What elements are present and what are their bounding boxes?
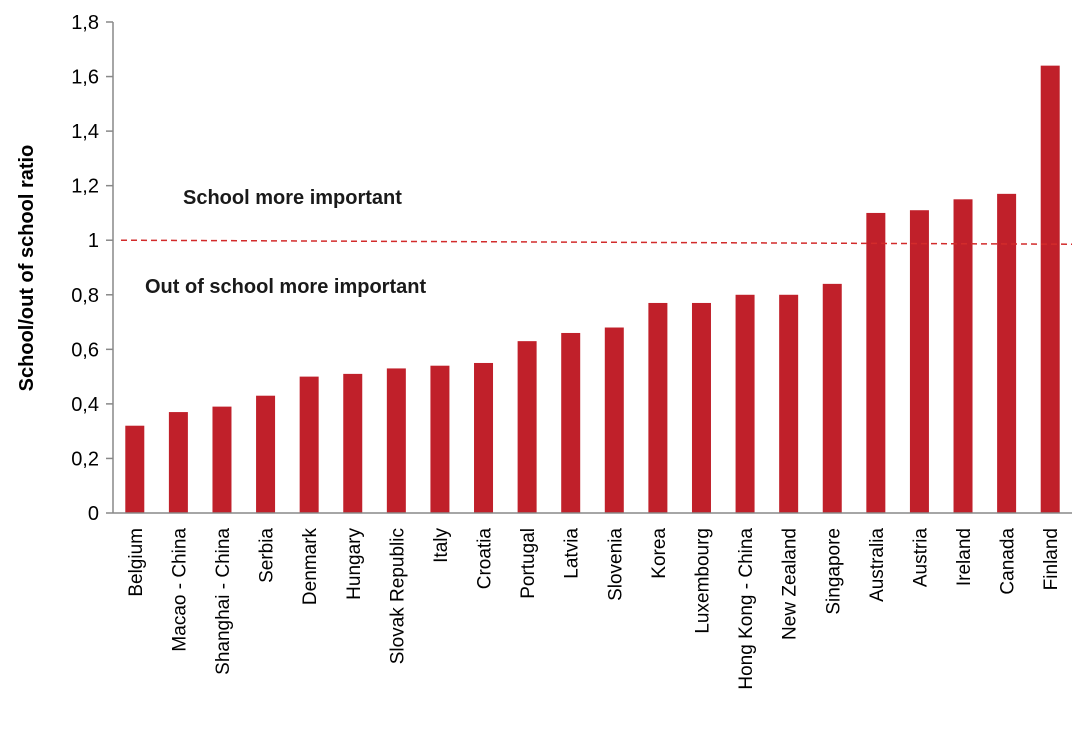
bar-australia	[866, 212, 886, 513]
x-tick-label: Korea	[649, 528, 670, 579]
bar-denmark	[299, 376, 319, 513]
y-tick-label: 1,4	[71, 121, 99, 143]
x-tick-label: Canada	[998, 528, 1019, 595]
bar-finland	[1040, 65, 1060, 514]
x-tick-label: Macao - China	[169, 528, 190, 652]
x-tick-label: Denmark	[300, 528, 321, 606]
bar-belgium	[125, 425, 145, 513]
bar-korea	[648, 302, 668, 513]
y-tick-label: 1,6	[71, 67, 99, 89]
x-tick-label: New Zealand	[780, 528, 801, 640]
bar-ireland	[953, 199, 973, 514]
bar-luxembourg	[691, 302, 711, 513]
x-tick-label: Portugal	[518, 528, 539, 599]
bars	[125, 65, 1060, 514]
x-tick-label: Belgium	[126, 528, 147, 597]
y-tick-label: 1,8	[71, 12, 99, 34]
x-tick-label: Croatia	[475, 528, 496, 590]
bar-slovenia	[604, 327, 624, 513]
bar-serbia	[256, 395, 276, 513]
y-tick-label: 0,8	[71, 285, 99, 307]
y-tick-label: 1	[88, 230, 99, 252]
x-tick-label: Hungary	[344, 528, 365, 600]
y-axis-title: School/out of school ratio	[16, 145, 38, 392]
x-axis-labels: Belgium Macao - China Shanghai - China Serb…	[126, 528, 1062, 690]
x-tick-label: Italy	[431, 528, 452, 563]
x-tick-label: Shanghai - China	[213, 528, 234, 675]
bar-singapore	[822, 283, 842, 513]
bar-latvia	[561, 332, 581, 513]
bar-hong-kong-china	[735, 294, 755, 513]
bar-italy	[430, 365, 450, 513]
bar-austria	[909, 210, 929, 513]
bar-croatia	[474, 362, 494, 513]
x-tick-label: Serbia	[257, 528, 278, 583]
y-tick-label: 0	[88, 503, 99, 525]
x-tick-label: Austria	[910, 528, 931, 588]
y-tick-label: 1,2	[71, 176, 99, 198]
y-axis-ticks: 0 0,2 0,4 0,6 0,8 1 1,2 1,4 1,6 1,8	[71, 12, 113, 525]
x-tick-label: Singapore	[823, 528, 844, 615]
x-tick-label: Luxembourg	[692, 528, 713, 634]
bar-canada	[997, 193, 1017, 513]
reference-line	[120, 239, 1073, 245]
bar-new-zealand	[779, 294, 799, 513]
x-tick-label: Ireland	[954, 528, 975, 586]
annotation-out-of-school-more-important: Out of school more important	[145, 276, 426, 298]
x-tick-label: Slovenia	[605, 528, 626, 601]
y-tick-label: 0,4	[71, 394, 99, 416]
y-tick-label: 0,2	[71, 448, 99, 470]
bar-hungary	[343, 373, 363, 513]
annotation-school-more-important: School more important	[183, 187, 402, 209]
x-tick-label: Hong Kong - China	[736, 528, 757, 690]
bar-slovak-republic	[386, 368, 406, 513]
x-tick-label: Australia	[867, 528, 888, 602]
x-tick-label: Slovak Republic	[387, 528, 408, 664]
bar-portugal	[517, 341, 537, 513]
bar-shanghai-china	[212, 406, 232, 513]
y-tick-label: 0,6	[71, 339, 99, 361]
bar-macao-china	[168, 412, 188, 513]
x-tick-label: Finland	[1041, 528, 1062, 590]
x-tick-label: Latvia	[562, 528, 583, 579]
